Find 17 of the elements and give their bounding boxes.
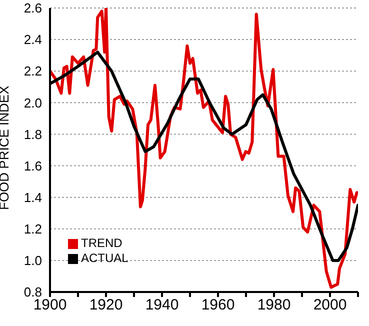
x-tick-label: 1940 — [145, 296, 179, 314]
y-tick-label: 2.4 — [24, 32, 42, 48]
y-tick-label: 1.6 — [24, 158, 42, 174]
y-tick-label: 2.2 — [24, 64, 42, 79]
x-tick-label: 2000 — [313, 296, 347, 314]
y-tick-label: 1.2 — [24, 222, 42, 237]
x-tick-label: 1920 — [89, 296, 123, 314]
legend-label: ACTUAL — [81, 251, 128, 266]
y-tick-label: 2.6 — [24, 0, 42, 16]
y-tick-label: 1.4 — [24, 190, 42, 205]
y-tick-label: 1.0 — [24, 253, 42, 268]
line-series — [50, 8, 358, 289]
x-tick-label: 1960 — [201, 296, 235, 314]
legend-label: TREND — [81, 236, 122, 251]
y-tick-label: 2.0 — [24, 95, 42, 110]
y-tick-label: 1.8 — [24, 126, 42, 142]
x-tick-label: 1980 — [257, 296, 291, 314]
